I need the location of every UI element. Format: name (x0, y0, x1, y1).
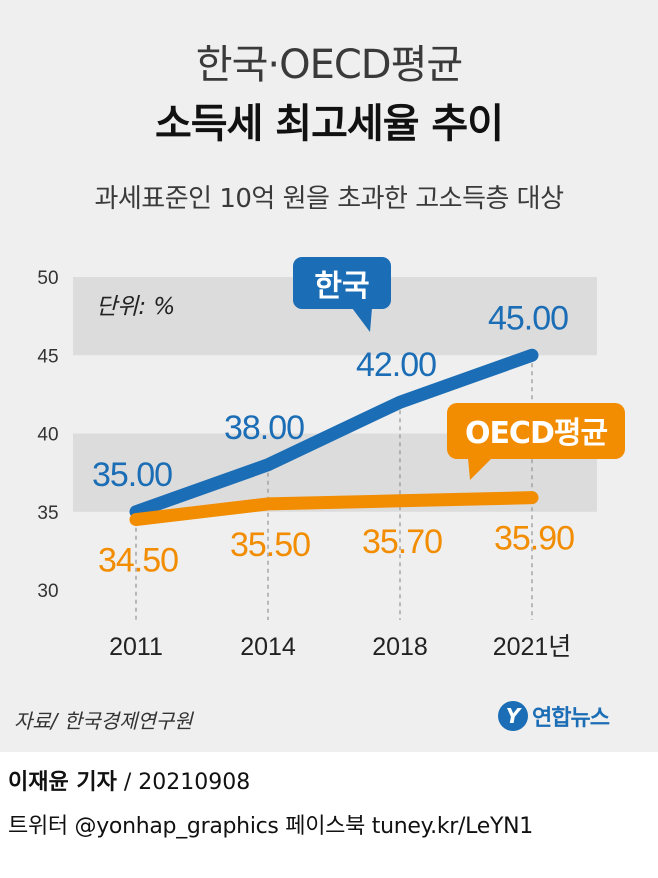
infographic-card: 한국·OECD평균 소득세 최고세율 추이 과세표준인 10억 원을 초과한 고… (0, 0, 658, 752)
source-note: 자료/ 한국경제연구원 (14, 709, 193, 733)
reporter-name: 이재윤 기자 (8, 770, 117, 795)
x-tick-label: 2018 (372, 633, 428, 661)
data-label: 42.00 (356, 346, 436, 384)
legend-oecd-pointer (468, 458, 492, 480)
legend-korea-label: 한국 (314, 269, 369, 304)
y-tick-label: 30 (37, 581, 58, 602)
y-tick-label: 40 (37, 425, 58, 446)
y-tick-label: 50 (37, 268, 58, 289)
legend-oecd-box (447, 403, 625, 459)
data-point (135, 518, 137, 521)
x-tick-label: 2011 (109, 633, 163, 661)
title-line-2: 소득세 최고세율 추이 (154, 101, 504, 147)
y-tick-label: 35 (37, 503, 58, 524)
series-line-0 (129, 348, 539, 519)
y-tick-label: 45 (37, 346, 58, 367)
yonhap-logo-icon: Y (498, 701, 528, 731)
data-label: 35.00 (92, 456, 172, 494)
legend-korea-box (293, 257, 391, 309)
data-label: 35.90 (494, 520, 574, 558)
data-label: 45.00 (488, 299, 568, 337)
reporter-date: / 20210908 (116, 770, 251, 795)
data-point (531, 354, 533, 357)
data-point (399, 499, 401, 502)
unit-label: 단위: % (96, 294, 175, 320)
data-point (531, 496, 533, 499)
data-label: 35.50 (230, 526, 310, 564)
data-label: 38.00 (224, 409, 304, 447)
data-point (135, 510, 137, 513)
line-chart: 30 35 40 45 50 2011 2014 2018 2021년 단위: % 35.00 38.… (37, 257, 625, 661)
data-point (399, 401, 401, 404)
x-tick-label: 2021년 (493, 633, 572, 661)
title-line-1: 한국·OECD평균 (195, 42, 463, 88)
brand-name: 연합뉴스 (532, 706, 610, 731)
legend-oecd-label: OECD평균 (465, 416, 608, 451)
legend-korea-pointer (352, 308, 372, 332)
social-links: 트위터 @yonhap_graphics 페이스북 tuney.kr/LeYN1 (8, 814, 533, 839)
reporter-line: 이재윤 기자 / 20210908 (8, 764, 250, 796)
data-point (267, 463, 269, 466)
data-label: 34.50 (98, 542, 178, 580)
series-line-1 (129, 491, 539, 527)
brand-logo: Y 연합뉴스 (498, 700, 610, 732)
subtitle: 과세표준인 10억 원을 초과한 고소득층 대상 (94, 184, 564, 214)
x-tick-label: 2014 (240, 633, 296, 661)
data-label: 35.70 (362, 523, 442, 561)
data-point (267, 502, 269, 505)
